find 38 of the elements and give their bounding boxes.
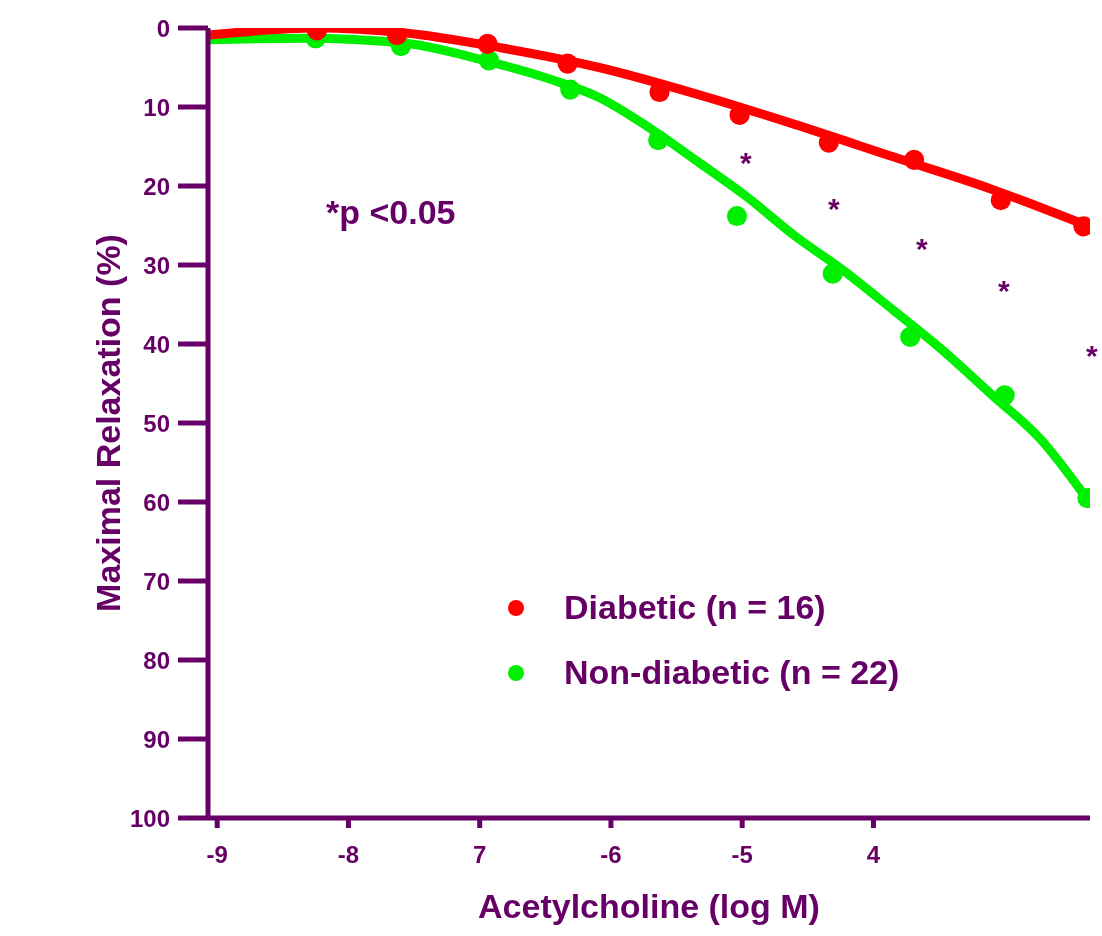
y-tick-label: 60	[143, 488, 170, 516]
y-tick-label: 20	[143, 172, 170, 200]
legend-label: Non-diabetic (n = 22)	[564, 653, 900, 692]
x-tick-label: -9	[206, 841, 228, 869]
point	[477, 33, 498, 54]
x-tick-label: -6	[600, 841, 622, 869]
point	[557, 53, 578, 74]
annotation: *	[828, 192, 840, 225]
point	[386, 28, 408, 46]
x-tick-label: -5	[731, 841, 753, 869]
annotation: *	[1086, 339, 1098, 372]
point	[726, 205, 748, 227]
x-axis-title: Acetylcholine (log M)	[478, 887, 820, 925]
y-tick-label: 90	[143, 725, 170, 753]
legend-label: Diabetic (n = 16)	[564, 588, 826, 627]
x-tick-label: 4	[866, 841, 881, 869]
point	[822, 263, 843, 284]
y-tick-label: 70	[143, 567, 170, 595]
annotation: *p <0.05	[326, 193, 456, 231]
y-tick-label: 40	[143, 330, 170, 358]
point	[994, 385, 1015, 406]
y-tick-label: 80	[143, 646, 170, 674]
point	[900, 326, 921, 347]
y-tick-label: 10	[143, 93, 170, 121]
point	[478, 50, 499, 71]
annotation: *	[998, 274, 1010, 307]
point	[560, 79, 581, 100]
point	[648, 130, 669, 151]
y-axis-title: Maximal Relaxation (%)	[89, 234, 128, 612]
point	[904, 149, 925, 170]
annotation: *	[916, 232, 928, 265]
x-tick-label: 7	[473, 841, 487, 869]
y-tick-label: 100	[129, 804, 170, 832]
annotation: *	[740, 146, 752, 179]
y-tick-label: 30	[143, 251, 170, 279]
x-tick-label: -8	[337, 841, 360, 869]
y-tick-label: 0	[156, 14, 170, 42]
y-tick-label: 50	[143, 409, 170, 437]
